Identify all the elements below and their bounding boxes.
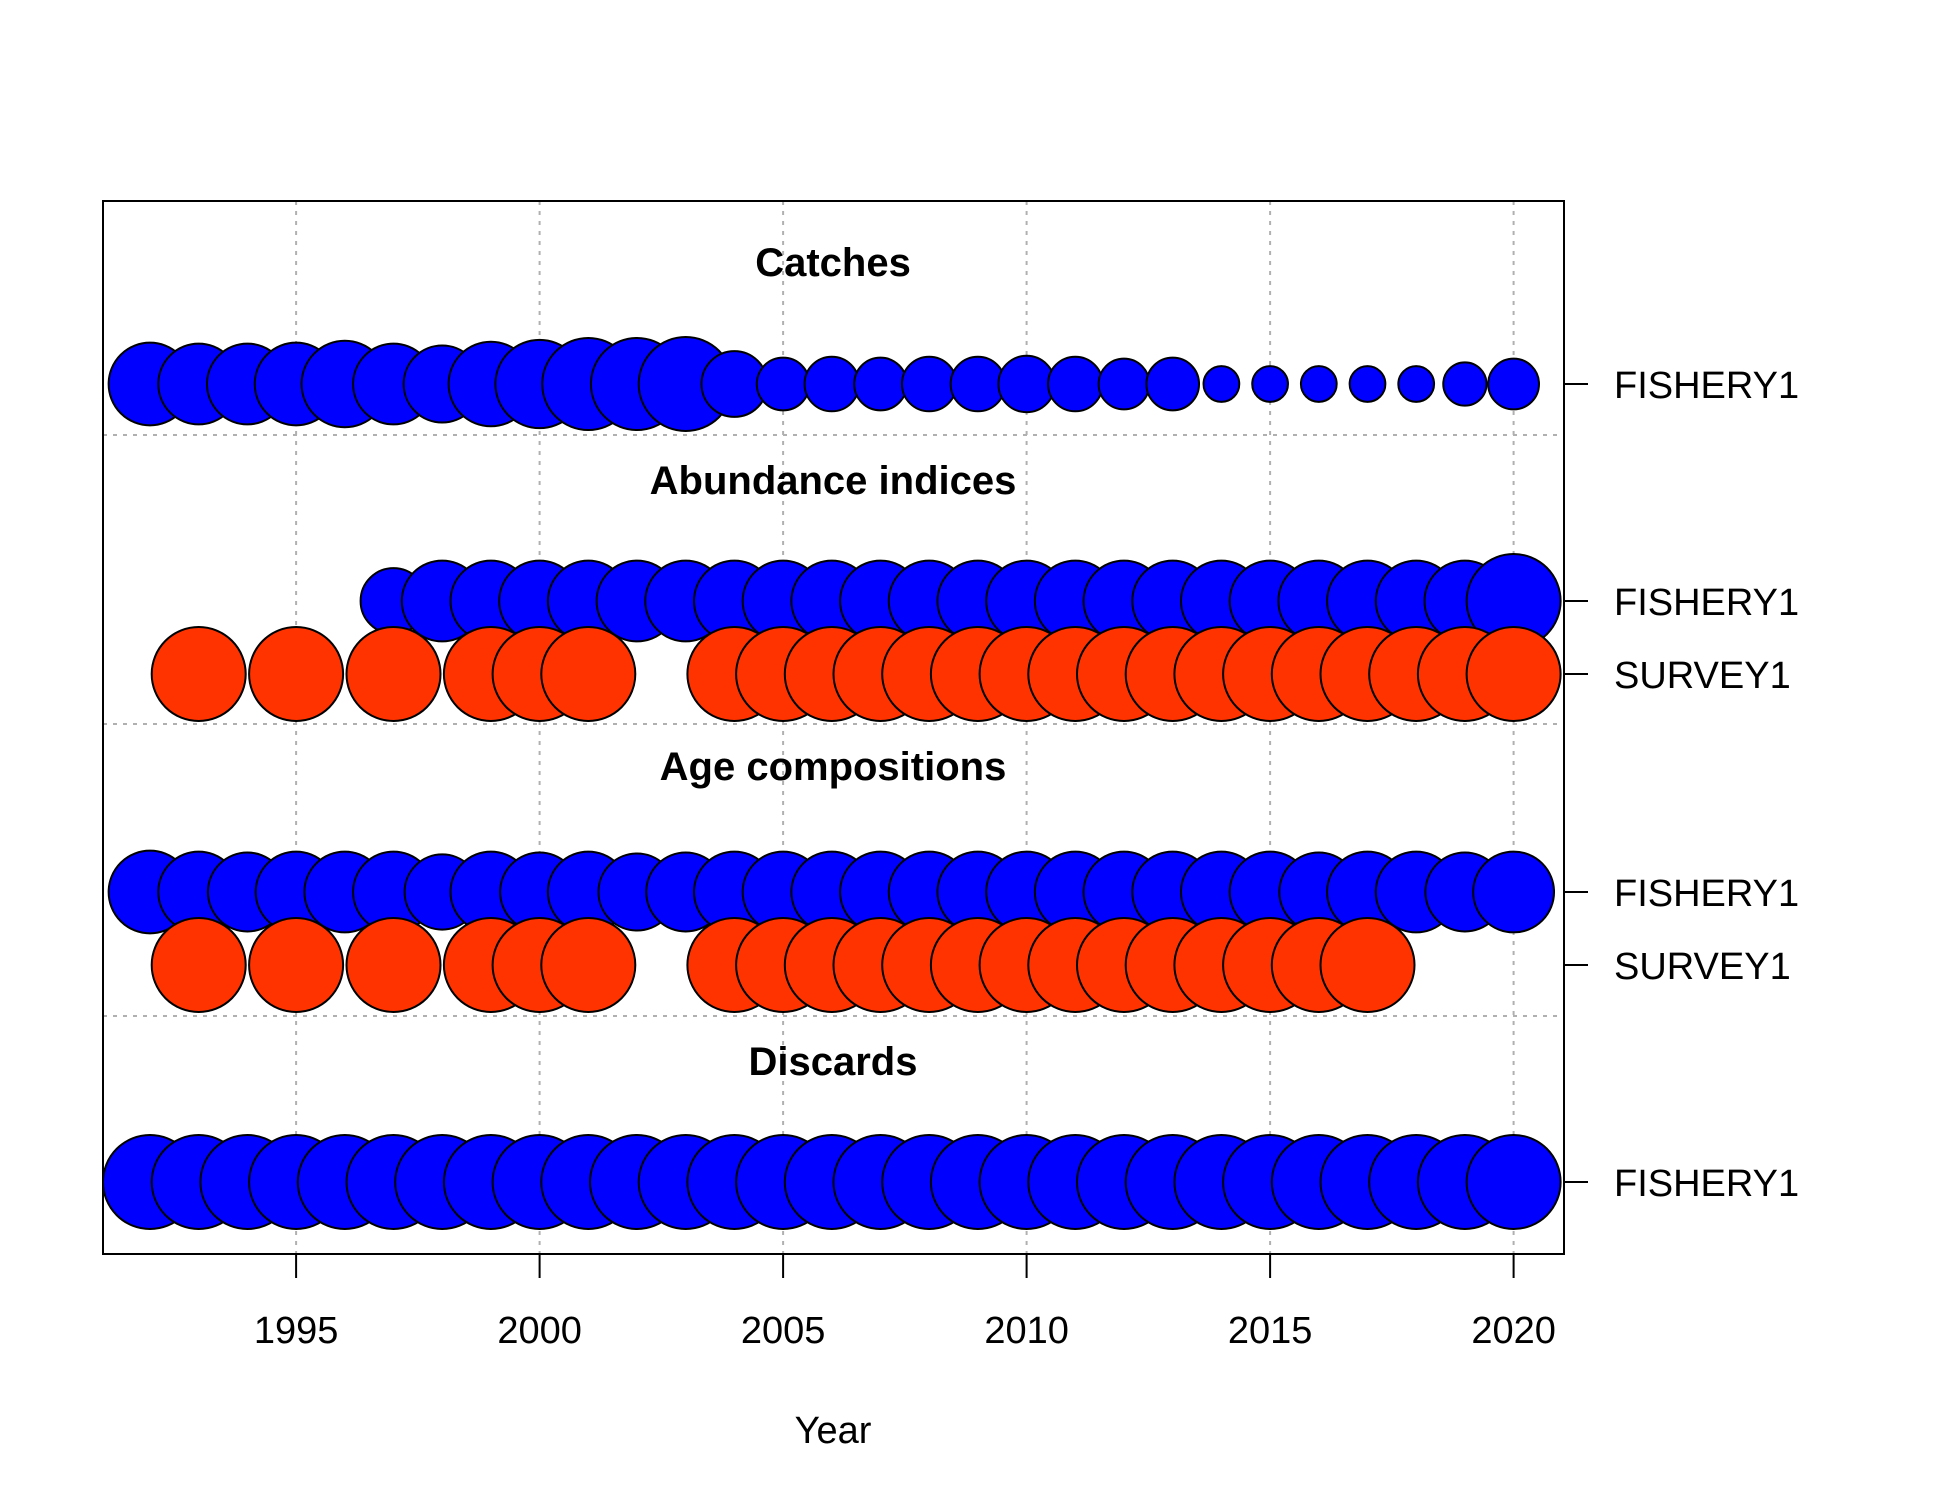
point-1-survey1-2001: [540, 626, 637, 722]
point-0-fishery1-2019: [1442, 361, 1488, 407]
point-0-fishery1-2007: [853, 356, 908, 412]
point-0-fishery1-2011: [1047, 355, 1104, 413]
point-2-survey1-2001: [540, 917, 637, 1013]
point-0-fishery1-2015: [1251, 365, 1289, 403]
fleet-label-1-1: SURVEY1: [1614, 655, 1791, 697]
x-axis: 1995 2000 2005 2010 2015 2020: [254, 383, 1588, 1352]
fleet-label-1-0: FISHERY1: [1614, 582, 1799, 624]
point-2-survey1-1995: [248, 917, 345, 1013]
x-tick-label-2010: 2010: [984, 1310, 1069, 1352]
section-title-1: Abundance indices: [650, 459, 1017, 503]
point-0-fishery1-2010: [997, 354, 1056, 414]
x-tick-label-2020: 2020: [1471, 1310, 1556, 1352]
point-1-survey1-1993: [150, 626, 247, 722]
section-title-3: Discards: [749, 1040, 918, 1084]
plot-frame: [102, 200, 1565, 1255]
point-2-survey1-1993: [150, 917, 247, 1013]
point-0-fishery1-2008: [900, 355, 958, 413]
grid-layer: [103, 201, 1564, 1254]
x-tick-label-2015: 2015: [1228, 1310, 1313, 1352]
point-2-survey1-1997: [345, 917, 442, 1013]
point-2-fishery1-2020: [1472, 850, 1556, 934]
section-title-2: Age compositions: [660, 745, 1007, 789]
point-1-survey1-1995: [248, 626, 345, 722]
point-0-fishery1-2013: [1145, 356, 1201, 412]
point-2-survey1-2017: [1319, 917, 1416, 1013]
points-layer: [102, 336, 1562, 1230]
x-tick-label-1995: 1995: [254, 1310, 339, 1352]
point-0-fishery1-2009: [949, 355, 1007, 413]
fleet-label-2-1: SURVEY1: [1614, 946, 1791, 988]
point-0-fishery1-2014: [1202, 365, 1241, 403]
fleet-label-3-0: FISHERY1: [1614, 1163, 1799, 1205]
x-tick-label-2000: 2000: [497, 1310, 582, 1352]
point-1-survey1-2020: [1465, 626, 1562, 722]
point-0-fishery1-2006: [803, 355, 861, 413]
fleet-label-2-0: FISHERY1: [1614, 873, 1799, 915]
point-0-fishery1-2005: [755, 356, 811, 412]
point-0-fishery1-2017: [1348, 365, 1387, 403]
x-tick-label-2005: 2005: [741, 1310, 826, 1352]
section-title-0: Catches: [755, 241, 911, 285]
point-1-survey1-1997: [345, 626, 442, 722]
fleet-label-0-0: FISHERY1: [1614, 365, 1799, 407]
x-axis-title: Year: [795, 1410, 872, 1452]
point-3-fishery1-2020: [1465, 1134, 1562, 1230]
labels-layer: Catches FISHERY1 Abundance indices FISHERY1…: [650, 241, 1800, 1205]
point-0-fishery1-2012: [1097, 357, 1151, 411]
point-0-fishery1-2020: [1487, 357, 1540, 411]
point-0-fishery1-2016: [1299, 365, 1338, 403]
point-0-fishery1-2018: [1397, 365, 1436, 403]
